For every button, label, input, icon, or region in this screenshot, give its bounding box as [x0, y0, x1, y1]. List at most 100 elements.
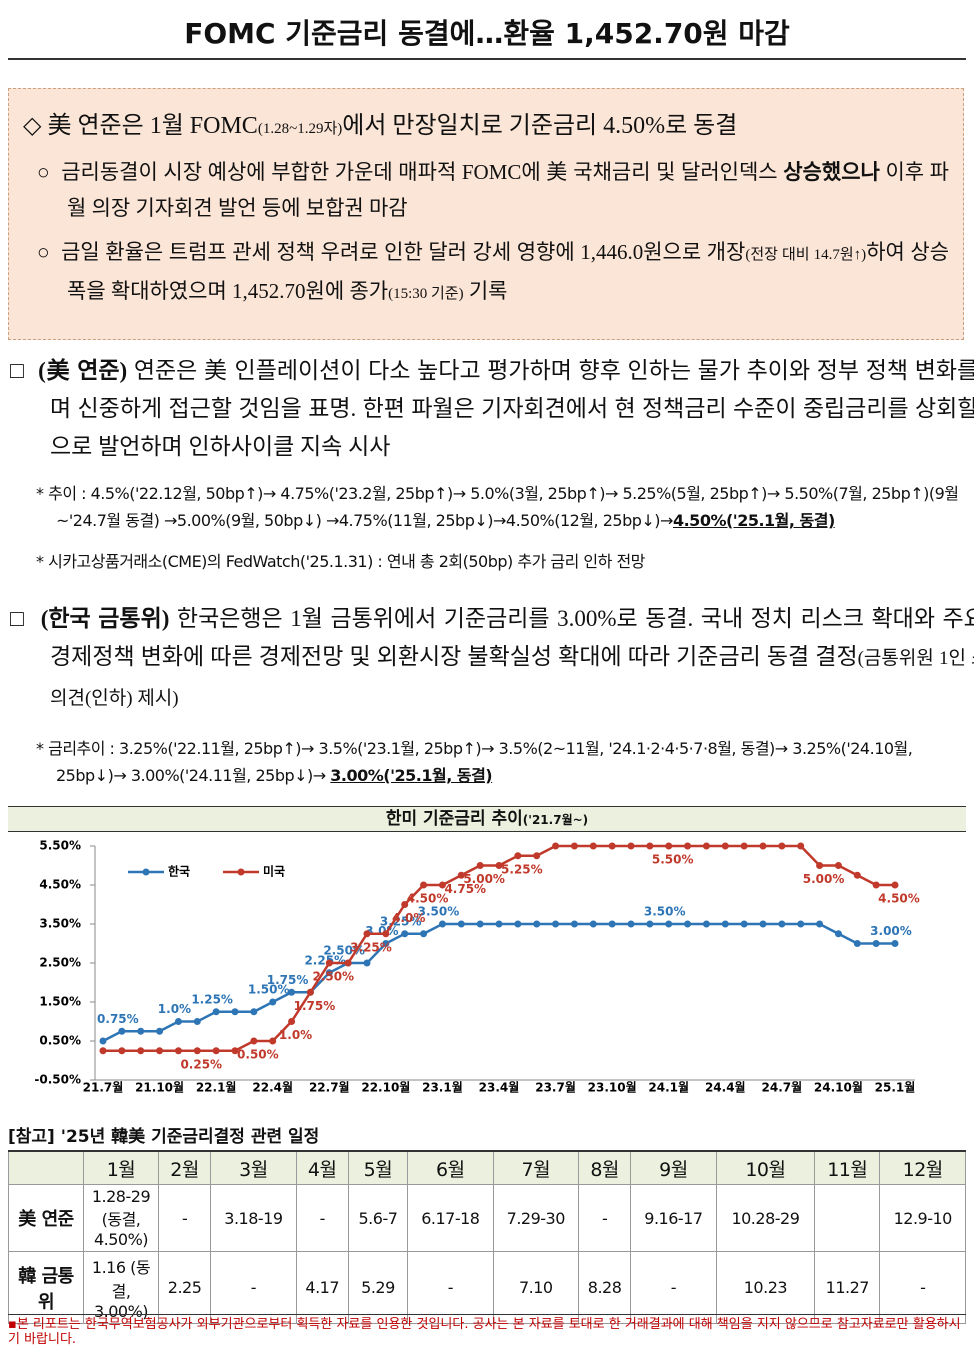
text: (15:30 기준) [388, 286, 464, 302]
data-label: 1.75% [294, 999, 336, 1013]
text: 추이 : 4.5%('22.12월, 50bp↑)→ 4.75%('23.2월,… [48, 484, 959, 530]
point [401, 930, 409, 938]
data-label: 1.50% [248, 983, 290, 997]
point [288, 1018, 296, 1025]
point [872, 881, 880, 889]
y-tick-label: 3.50% [39, 917, 81, 931]
point [325, 959, 333, 967]
point [363, 959, 371, 967]
point [382, 940, 390, 947]
cell: - [295, 1184, 349, 1252]
point [570, 842, 578, 850]
cell: - [630, 1251, 717, 1324]
cell: 10.23 [715, 1251, 816, 1324]
point [891, 881, 899, 889]
header-cell: 7월 [492, 1150, 580, 1185]
note: * 추이 : 4.5%('22.12월, 50bp↑)→ 4.75%('23.2… [36, 484, 959, 530]
x-tick-label: 21.10월 [135, 1080, 184, 1095]
point [344, 959, 352, 967]
y-tick-label: -0.50% [34, 1073, 81, 1087]
cell: 10.28-29 [715, 1184, 816, 1252]
point [231, 1047, 239, 1055]
text: 상승했으나 [783, 160, 880, 184]
header-cell: 6월 [407, 1150, 494, 1185]
chart-title-bar: 한미 기준금리 추이('21.7월~) [8, 806, 966, 832]
label: (美 연준) [38, 358, 128, 383]
point [269, 998, 277, 1006]
point [853, 871, 861, 879]
text: 3.00%('25.1월, 동결) [330, 766, 493, 785]
point [118, 1027, 126, 1035]
point [570, 920, 578, 928]
x-tick-label: 21.7월 [83, 1080, 124, 1095]
data-label: 0.50% [237, 1048, 279, 1062]
section: □ (美 연준) 연준은 美 인플레이션이 다소 높다고 평가하며 향후 인하는… [8, 352, 974, 466]
point [363, 930, 371, 938]
item: ○ 금리동결이 시장 예상에 부합한 가운데 매파적 FOMC에 美 국채금리 … [37, 160, 949, 220]
row: 美 연준 1.28-29 (동결, 4.50%) -3.18-19-5.6-7 6.1… [8, 1184, 966, 1252]
row: 韓 금통위 1.16 (동결, 3.00%) 2.25-4.17 5.29-7.10 8… [8, 1251, 966, 1324]
cell: 8.28 [578, 1251, 632, 1324]
data-label: 3.50% [418, 905, 460, 919]
x-tick-label: 23.10월 [588, 1080, 637, 1095]
point [589, 920, 597, 928]
point [457, 871, 465, 879]
text: 기록 [463, 279, 508, 303]
point [212, 1047, 220, 1055]
x-tick-label: 23.7월 [535, 1080, 576, 1095]
x-tick-label: 22.1월 [196, 1080, 237, 1095]
text: 美 연준은 1월 FOMC [47, 113, 258, 139]
point [740, 842, 748, 850]
x-tick-label: 24.4월 [705, 1080, 746, 1095]
header-cell: 9월 [630, 1150, 717, 1185]
y-tick-label: 0.50% [39, 1034, 81, 1048]
cell: 9.16-17 [630, 1184, 717, 1252]
legend-marker [237, 868, 245, 876]
text: (금통위원 1인 소수의견(인하) 제시) [50, 648, 974, 709]
x-tick-label: 23.1월 [422, 1080, 463, 1095]
legend-marker [142, 868, 150, 876]
point [872, 940, 880, 947]
point [759, 842, 767, 850]
table-title: [참고] '25년 韓美 기준금리결정 관련 일정 [8, 1127, 320, 1147]
chart: -0.50%0.50%1.50%2.50%3.50%4.50%5.50%21.7… [34, 839, 919, 1095]
point [382, 930, 390, 938]
x-tick-label: 22.10월 [361, 1080, 410, 1095]
data-label: 3.50% [644, 905, 686, 919]
point [231, 1008, 239, 1016]
data-label: 2.50% [312, 970, 354, 984]
chart-subtitle: ('21.7월~) [522, 813, 589, 827]
point [99, 1047, 107, 1055]
cell: 5.6-7 [347, 1184, 409, 1252]
point [816, 862, 824, 869]
cell: 4.17 [295, 1251, 349, 1324]
header-row: 1월 2월 3월 4월 5월 6월 7월 8월 9월 10월 11월 12월 [8, 1150, 966, 1185]
data-label: 0.25% [180, 1057, 222, 1071]
y-tick-label: 4.50% [39, 878, 81, 892]
point [250, 1008, 258, 1016]
text: 이후 파월 의장 기자회견 발언 등에 보합권 마감 [67, 160, 949, 220]
point [137, 1027, 145, 1035]
data-label: 4.0% [392, 911, 425, 925]
chart-title: 한미 기준금리 추이 [385, 809, 523, 829]
legend-label: 미국 [263, 864, 285, 879]
x-tick-label: 24.1월 [648, 1080, 689, 1095]
point [627, 842, 635, 850]
point [552, 920, 560, 928]
point [721, 842, 729, 850]
point [891, 940, 899, 947]
cell: 7.29-30 [492, 1184, 580, 1252]
point [156, 1027, 164, 1035]
point [420, 881, 428, 889]
cell: 1.16 (동결, 3.00%) [83, 1251, 159, 1324]
x-tick-label: 24.10월 [814, 1080, 863, 1095]
point [438, 920, 446, 928]
data-label: 5.25% [501, 862, 543, 876]
point [212, 1008, 220, 1016]
footer: ▪본 리포트는 한국무역보험공사가 외부기관으로부터 획득한 자료를 인용한 것… [8, 1314, 966, 1347]
point [118, 1047, 126, 1055]
text: 금일 환율은 트럼프 관세 정책 우려로 인한 달러 강세 영향에 1,446.… [61, 240, 746, 264]
cell: 7.10 [492, 1251, 580, 1324]
point [174, 1018, 182, 1025]
point [778, 920, 786, 928]
